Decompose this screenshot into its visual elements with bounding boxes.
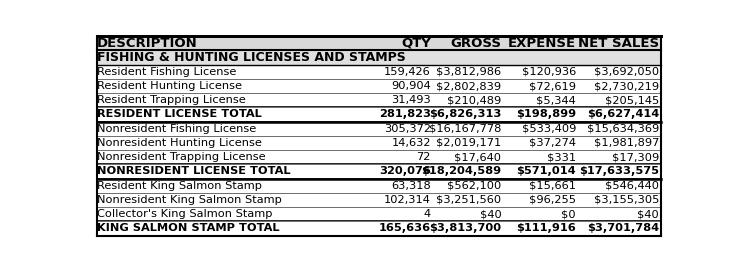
Text: 31,493: 31,493	[391, 95, 431, 105]
Text: $205,145: $205,145	[605, 95, 659, 105]
Text: $1,981,897: $1,981,897	[593, 138, 659, 148]
Bar	[97, 122, 662, 136]
Text: NONRESIDENT LICENSE TOTAL: NONRESIDENT LICENSE TOTAL	[97, 166, 291, 176]
Text: KING SALMON STAMP TOTAL: KING SALMON STAMP TOTAL	[97, 223, 280, 233]
Bar	[97, 193, 662, 207]
Bar	[97, 164, 662, 179]
Bar	[97, 107, 662, 122]
Text: Nonresident Hunting License: Nonresident Hunting License	[97, 138, 262, 148]
Text: $2,019,171: $2,019,171	[436, 138, 502, 148]
Text: Collector's King Salmon Stamp: Collector's King Salmon Stamp	[97, 209, 272, 219]
Text: $37,274: $37,274	[529, 138, 576, 148]
Text: Nonresident Fishing License: Nonresident Fishing License	[97, 124, 256, 134]
Text: 165,636: 165,636	[379, 223, 431, 233]
Text: $2,802,839: $2,802,839	[437, 81, 502, 91]
Text: $331: $331	[547, 152, 576, 162]
Text: Nonresident Trapping License: Nonresident Trapping License	[97, 152, 266, 162]
Bar	[97, 207, 662, 221]
Text: $120,936: $120,936	[522, 67, 576, 77]
Text: NET SALES: NET SALES	[578, 37, 659, 50]
Text: $18,204,589: $18,204,589	[421, 166, 502, 176]
Text: QTY: QTY	[401, 37, 431, 50]
Text: 305,372: 305,372	[384, 124, 431, 134]
Text: $571,014: $571,014	[517, 166, 576, 176]
Text: 102,314: 102,314	[384, 195, 431, 205]
Text: 281,823: 281,823	[379, 109, 431, 120]
Bar	[97, 221, 662, 235]
Text: $17,633,575: $17,633,575	[579, 166, 659, 176]
Text: $0: $0	[562, 209, 576, 219]
Bar	[97, 136, 662, 150]
Text: $17,640: $17,640	[454, 152, 502, 162]
Bar	[97, 65, 662, 79]
Text: Resident Fishing License: Resident Fishing License	[97, 67, 237, 77]
Text: 4: 4	[424, 209, 431, 219]
Text: $40: $40	[637, 209, 659, 219]
Bar	[97, 150, 662, 164]
Text: GROSS: GROSS	[451, 37, 502, 50]
Text: $210,489: $210,489	[447, 95, 502, 105]
Text: $111,916: $111,916	[517, 223, 576, 233]
Text: EXPENSE: EXPENSE	[508, 37, 576, 50]
Text: $5,344: $5,344	[536, 95, 576, 105]
Text: $3,701,784: $3,701,784	[587, 223, 659, 233]
Text: $15,634,369: $15,634,369	[587, 124, 659, 134]
Text: 320,076: 320,076	[379, 166, 431, 176]
Text: $562,100: $562,100	[447, 181, 502, 191]
Text: 14,632: 14,632	[391, 138, 431, 148]
Text: $3,813,700: $3,813,700	[429, 223, 502, 233]
Text: $3,155,305: $3,155,305	[593, 195, 659, 205]
Text: 63,318: 63,318	[391, 181, 431, 191]
Text: 72: 72	[417, 152, 431, 162]
Bar	[97, 36, 662, 50]
Text: Resident Trapping License: Resident Trapping License	[97, 95, 246, 105]
Text: 159,426: 159,426	[384, 67, 431, 77]
Text: Nonresident King Salmon Stamp: Nonresident King Salmon Stamp	[97, 195, 282, 205]
Bar	[97, 93, 662, 107]
Text: $198,899: $198,899	[516, 109, 576, 120]
Text: $6,627,414: $6,627,414	[587, 109, 659, 120]
Text: $16,167,778: $16,167,778	[429, 124, 502, 134]
Text: $40: $40	[480, 209, 502, 219]
Text: $17,309: $17,309	[612, 152, 659, 162]
Text: DESCRIPTION: DESCRIPTION	[97, 37, 198, 50]
Text: $2,730,219: $2,730,219	[594, 81, 659, 91]
Text: $546,440: $546,440	[605, 181, 659, 191]
Text: $96,255: $96,255	[529, 195, 576, 205]
Text: FISHING & HUNTING LICENSES AND STAMPS: FISHING & HUNTING LICENSES AND STAMPS	[97, 51, 406, 64]
Text: $3,251,560: $3,251,560	[437, 195, 502, 205]
Text: Resident King Salmon Stamp: Resident King Salmon Stamp	[97, 181, 262, 191]
Text: $15,661: $15,661	[529, 181, 576, 191]
Text: $72,619: $72,619	[529, 81, 576, 91]
Text: RESIDENT LICENSE TOTAL: RESIDENT LICENSE TOTAL	[97, 109, 262, 120]
Bar	[97, 50, 662, 65]
Bar	[97, 79, 662, 93]
Text: 90,904: 90,904	[391, 81, 431, 91]
Text: $3,692,050: $3,692,050	[594, 67, 659, 77]
Bar	[97, 179, 662, 193]
Text: $3,812,986: $3,812,986	[437, 67, 502, 77]
Text: $533,409: $533,409	[522, 124, 576, 134]
Text: Resident Hunting License: Resident Hunting License	[97, 81, 242, 91]
Text: $6,826,313: $6,826,313	[429, 109, 502, 120]
